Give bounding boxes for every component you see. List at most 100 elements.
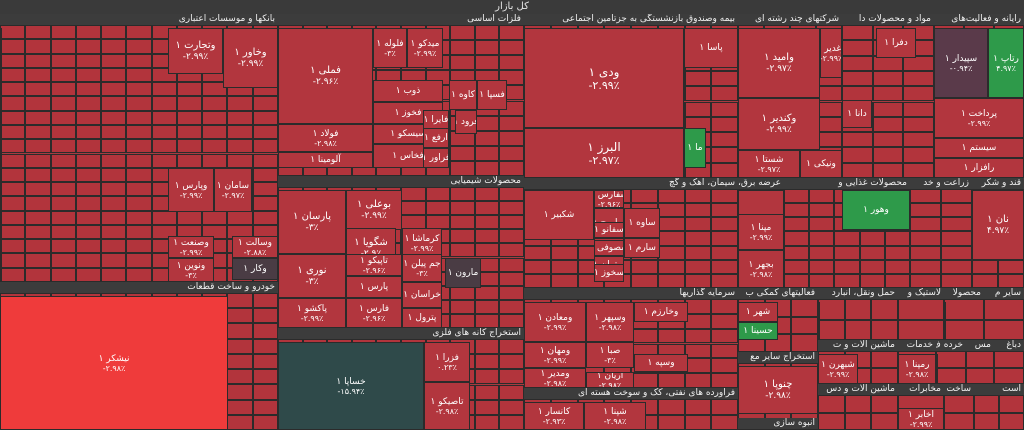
- minor-stock-tile[interactable]: [126, 110, 152, 125]
- minor-stock-tile[interactable]: [25, 267, 51, 282]
- minor-stock-tile[interactable]: [252, 167, 278, 183]
- minor-stock-tile[interactable]: [0, 39, 26, 54]
- minor-stock-tile[interactable]: [0, 139, 26, 154]
- minor-stock-tile[interactable]: [842, 70, 873, 87]
- stock-tile[interactable]: کرماشا ۱ -۲.۹۹٪: [402, 228, 442, 258]
- stock-tile[interactable]: شپنا ۱ -۲.۹۸٪: [584, 402, 646, 430]
- stock-tile[interactable]: سامان ۱ -۲.۹۷٪: [214, 168, 252, 212]
- minor-stock-tile[interactable]: [25, 110, 51, 125]
- minor-stock-tile[interactable]: [450, 243, 475, 258]
- minor-stock-tile[interactable]: [903, 116, 934, 133]
- minor-stock-tile[interactable]: [499, 115, 524, 131]
- stock-tile[interactable]: ومعادن ۱ -۲.۹۹٪: [524, 302, 586, 342]
- minor-stock-tile[interactable]: [684, 189, 712, 204]
- minor-stock-tile[interactable]: [202, 139, 228, 154]
- minor-stock-tile[interactable]: [818, 412, 845, 430]
- minor-stock-tile[interactable]: [834, 245, 860, 260]
- minor-stock-tile[interactable]: [401, 187, 426, 202]
- minor-stock-tile[interactable]: [657, 189, 685, 204]
- minor-stock-tile[interactable]: [711, 217, 738, 232]
- minor-stock-tile[interactable]: [657, 373, 685, 388]
- stock-tile[interactable]: ونیکی ۱: [800, 150, 842, 178]
- minor-stock-tile[interactable]: [711, 358, 738, 374]
- minor-stock-tile[interactable]: [176, 124, 203, 140]
- minor-stock-tile[interactable]: [809, 203, 835, 218]
- minor-stock-tile[interactable]: [50, 96, 76, 111]
- minor-stock-tile[interactable]: [631, 373, 658, 388]
- minor-stock-tile[interactable]: [784, 189, 810, 204]
- minor-stock-tile[interactable]: [252, 369, 278, 385]
- minor-stock-tile[interactable]: [657, 328, 685, 344]
- minor-stock-tile[interactable]: [499, 285, 524, 300]
- minor-stock-tile[interactable]: [75, 153, 102, 168]
- minor-stock-tile[interactable]: [784, 217, 810, 232]
- stock-tile[interactable]: خساپا ۱ -۱۵.۹۴٪: [278, 342, 424, 430]
- stock-tile[interactable]: بوعلی ۱ -۲.۹۹٪: [346, 190, 402, 230]
- minor-stock-tile[interactable]: [684, 273, 712, 288]
- minor-stock-tile[interactable]: [50, 196, 76, 211]
- minor-stock-tile[interactable]: [75, 39, 102, 54]
- minor-stock-tile[interactable]: [809, 231, 835, 246]
- minor-stock-tile[interactable]: [474, 339, 500, 355]
- minor-stock-tile[interactable]: [75, 196, 102, 211]
- minor-stock-tile[interactable]: [101, 82, 127, 97]
- minor-stock-tile[interactable]: [75, 267, 102, 282]
- minor-stock-tile[interactable]: [126, 139, 152, 154]
- sector-textile[interactable]: دباغ: [994, 340, 1024, 384]
- minor-stock-tile[interactable]: [499, 313, 524, 328]
- minor-stock-tile[interactable]: [966, 367, 994, 384]
- minor-stock-tile[interactable]: [711, 116, 738, 133]
- minor-stock-tile[interactable]: [252, 139, 278, 154]
- minor-stock-tile[interactable]: [524, 259, 551, 274]
- minor-stock-tile[interactable]: [809, 259, 835, 274]
- stock-tile[interactable]: فسپا ۱: [477, 80, 507, 110]
- minor-stock-tile[interactable]: [809, 189, 835, 204]
- minor-stock-tile[interactable]: [227, 353, 253, 370]
- minor-stock-tile[interactable]: [75, 53, 102, 68]
- stock-tile[interactable]: تاپیکو ۱ -۲.۹۶٪: [346, 254, 402, 276]
- minor-stock-tile[interactable]: [999, 412, 1024, 430]
- minor-stock-tile[interactable]: [126, 267, 152, 282]
- minor-stock-tile[interactable]: [499, 299, 524, 314]
- stock-tile[interactable]: البرز ۱ -۲.۹۷٪: [524, 128, 684, 178]
- minor-stock-tile[interactable]: [450, 229, 475, 244]
- minor-stock-tile[interactable]: [684, 373, 712, 388]
- minor-stock-tile[interactable]: [631, 273, 658, 288]
- minor-stock-tile[interactable]: [941, 259, 972, 274]
- minor-stock-tile[interactable]: [944, 412, 974, 430]
- minor-stock-tile[interactable]: [101, 167, 127, 183]
- minor-stock-tile[interactable]: [75, 224, 102, 240]
- stock-tile[interactable]: ذوب ۱: [373, 80, 443, 102]
- stock-tile[interactable]: فولاد ۱ -۲.۹۸٪: [278, 124, 373, 152]
- minor-stock-tile[interactable]: [844, 299, 872, 320]
- minor-stock-tile[interactable]: [684, 313, 712, 329]
- minor-stock-tile[interactable]: [151, 110, 177, 125]
- minor-stock-tile[interactable]: [474, 229, 500, 244]
- minor-stock-tile[interactable]: [872, 86, 904, 102]
- stock-tile[interactable]: ومدیر ۱ -۲.۹۸٪: [524, 368, 586, 388]
- stock-tile[interactable]: شهر ۱: [738, 302, 778, 322]
- minor-stock-tile[interactable]: [474, 285, 500, 300]
- minor-stock-tile[interactable]: [499, 414, 524, 430]
- minor-stock-tile[interactable]: [126, 196, 152, 211]
- minor-stock-tile[interactable]: [126, 239, 152, 254]
- minor-stock-tile[interactable]: [884, 259, 910, 274]
- minor-stock-tile[interactable]: [499, 354, 524, 370]
- minor-stock-tile[interactable]: [126, 25, 152, 40]
- stock-tile[interactable]: شستا ۱ -۲.۹۷٪: [738, 150, 800, 178]
- minor-stock-tile[interactable]: [50, 53, 76, 68]
- minor-stock-tile[interactable]: [0, 267, 26, 282]
- minor-stock-tile[interactable]: [842, 55, 873, 71]
- minor-stock-tile[interactable]: [202, 110, 228, 125]
- minor-stock-tile[interactable]: [75, 182, 102, 197]
- stock-tile[interactable]: کانسار ۱ -۲.۹۳٪: [524, 402, 584, 430]
- stock-tile[interactable]: سفانو ۱: [594, 222, 624, 238]
- stock-tile[interactable]: وپارس ۱ -۲.۹۹٪: [168, 168, 214, 212]
- minor-stock-tile[interactable]: [684, 358, 712, 374]
- minor-stock-tile[interactable]: [711, 245, 738, 260]
- minor-stock-tile[interactable]: [657, 231, 685, 246]
- minor-stock-tile[interactable]: [50, 110, 76, 125]
- minor-stock-tile[interactable]: [872, 162, 904, 178]
- stock-tile[interactable]: فزرا ۱ ۰.۲۳٪: [424, 342, 470, 382]
- minor-stock-tile[interactable]: [474, 399, 500, 415]
